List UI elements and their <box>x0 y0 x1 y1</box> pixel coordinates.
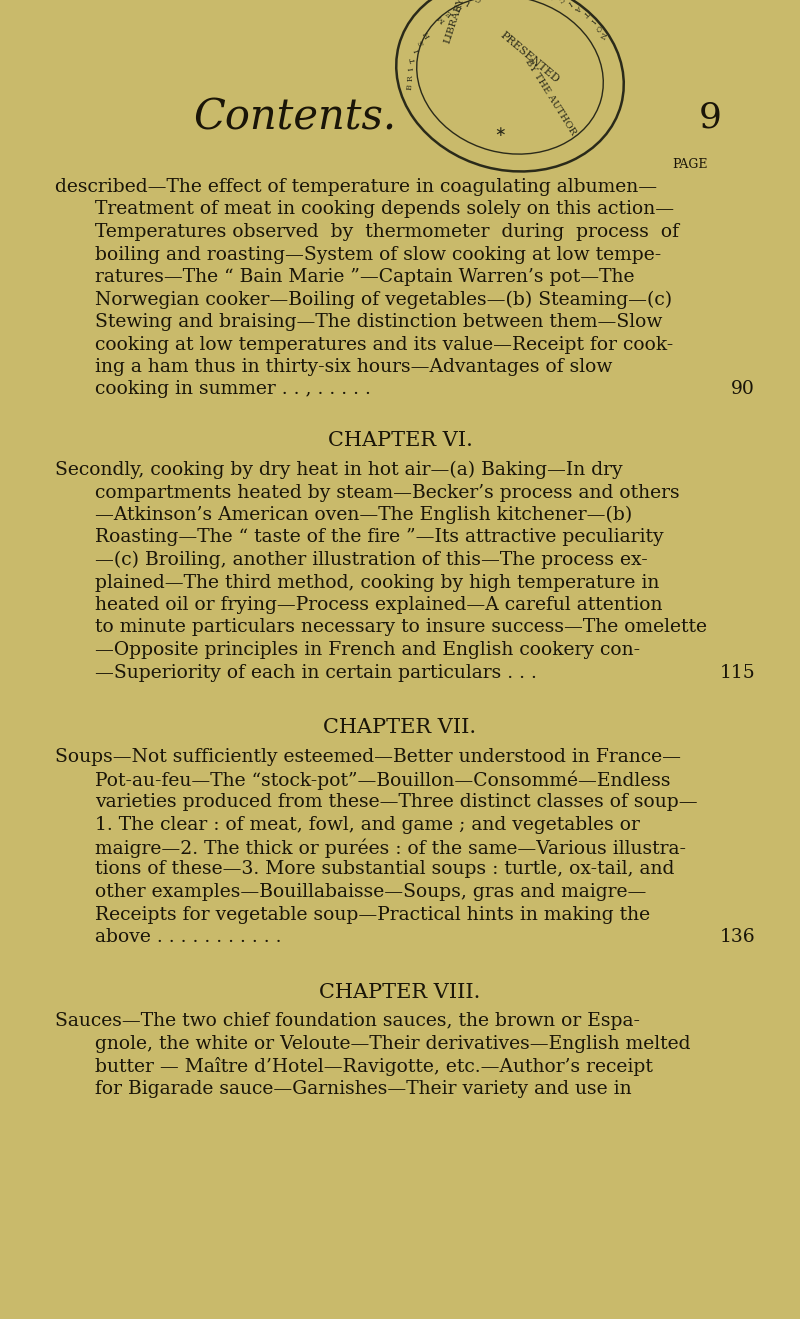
Text: —Atkinson’s American oven—The English kitchener—(b): —Atkinson’s American oven—The English ki… <box>95 506 632 524</box>
Text: O: O <box>593 22 603 32</box>
Text: compartments heated by steam—Becker’s process and others: compartments heated by steam—Becker’s pr… <box>95 484 680 501</box>
Text: butter — Maître d’Hotel—Ravigotte, etc.—Author’s receipt: butter — Maître d’Hotel—Ravigotte, etc.—… <box>95 1058 653 1076</box>
Text: gnole, the white or Veloute—Their derivatives—English melted: gnole, the white or Veloute—Their deriva… <box>95 1035 690 1053</box>
Text: C: C <box>474 0 482 3</box>
Text: T: T <box>410 57 418 63</box>
Text: R: R <box>406 75 414 80</box>
Text: A: A <box>574 3 583 12</box>
Text: LIBRARY: LIBRARY <box>443 0 466 45</box>
Text: 1. The clear : of meat, fowl, and game ; and vegetables or: 1. The clear : of meat, fowl, and game ;… <box>95 815 640 834</box>
Text: CHAPTER VIII.: CHAPTER VIII. <box>319 983 481 1001</box>
Text: ing a ham thus in thirty-six hours—Advantages of slow: ing a ham thus in thirty-six hours—Advan… <box>95 357 612 376</box>
Text: Treatment of meat in cooking depends solely on this action—: Treatment of meat in cooking depends sol… <box>95 200 674 219</box>
Text: I: I <box>588 17 596 24</box>
Text: described—The effect of temperature in coagulating albumen—: described—The effect of temperature in c… <box>55 178 657 197</box>
Text: H: H <box>422 29 433 38</box>
Text: boiling and roasting—System of slow cooking at low tempe-: boiling and roasting—System of slow cook… <box>95 245 662 264</box>
Text: ratures—The “ Bain Marie ”—Captain Warren’s pot—The: ratures—The “ Bain Marie ”—Captain Warre… <box>95 268 634 286</box>
Text: S: S <box>417 38 426 46</box>
Text: CHAPTER VI.: CHAPTER VI. <box>327 431 473 450</box>
Text: cooking at low temperatures and its value—Receipt for cook-: cooking at low temperatures and its valu… <box>95 335 674 353</box>
Text: C: C <box>557 0 566 3</box>
Text: Sauces—The two chief foundation sauces, the brown or Espa-: Sauces—The two chief foundation sauces, … <box>55 1013 640 1030</box>
Text: CHAPTER VII.: CHAPTER VII. <box>323 718 477 737</box>
Text: heated oil or frying—Process explained—A careful attention: heated oil or frying—Process explained—A… <box>95 596 662 615</box>
Text: 9: 9 <box>698 102 722 135</box>
Text: Temperatures observed  by  thermometer  during  process  of: Temperatures observed by thermometer dur… <box>95 223 679 241</box>
Text: 90: 90 <box>731 380 755 398</box>
Text: N: N <box>598 30 607 40</box>
Text: 136: 136 <box>719 929 755 946</box>
Text: —(c) Broiling, another illustration of this—The process ex-: —(c) Broiling, another illustration of t… <box>95 551 648 570</box>
Text: B: B <box>406 83 414 90</box>
Text: I: I <box>465 0 471 5</box>
Text: T: T <box>581 9 590 18</box>
Text: Roasting—The “ taste of the fire ”—Its attractive peculiarity: Roasting—The “ taste of the fire ”—Its a… <box>95 529 664 546</box>
Text: above . . . . . . . . . . .: above . . . . . . . . . . . <box>95 929 282 946</box>
Text: plained—The third method, cooking by high temperature in: plained—The third method, cooking by hig… <box>95 574 659 591</box>
Text: tions of these—3. More substantial soups : turtle, ox-tail, and: tions of these—3. More substantial soups… <box>95 860 674 878</box>
Text: PRESENTED: PRESENTED <box>498 29 562 84</box>
Text: maigre—2. The thick or purées : of the same—Various illustra-: maigre—2. The thick or purées : of the s… <box>95 838 686 857</box>
Text: ∗: ∗ <box>494 125 506 138</box>
Text: Soups—Not sufficiently esteemed—Better understood in France—: Soups—Not sufficiently esteemed—Better u… <box>55 748 681 766</box>
Text: to minute particulars necessary to insure success—The omelette: to minute particulars necessary to insur… <box>95 619 707 637</box>
Text: —Superiority of each in certain particulars . . .: —Superiority of each in certain particul… <box>95 663 537 682</box>
Text: —Opposite principles in French and English cookery con-: —Opposite principles in French and Engli… <box>95 641 640 660</box>
Text: Receipts for vegetable soup—Practical hints in making the: Receipts for vegetable soup—Practical hi… <box>95 906 650 923</box>
Text: Contents.: Contents. <box>194 98 397 138</box>
Text: varieties produced from these—Three distinct classes of soup—: varieties produced from these—Three dist… <box>95 793 698 811</box>
Text: Pot-au-feu—The “stock-pot”—Bouillon—Consommé—Endless: Pot-au-feu—The “stock-pot”—Bouillon—Cons… <box>95 770 670 790</box>
Text: I: I <box>413 47 422 54</box>
Text: PAGE: PAGE <box>672 158 708 171</box>
Text: BY THE AUTHOR: BY THE AUTHOR <box>523 57 577 137</box>
Text: for Bigarade sauce—Garnishes—Their variety and use in: for Bigarade sauce—Garnishes—Their varie… <box>95 1080 632 1097</box>
Text: other examples—Bouillabaisse—Soups, gras and maigre—: other examples—Bouillabaisse—Soups, gras… <box>95 882 646 901</box>
Text: Secondly, cooking by dry heat in hot air—(a) Baking—In dry: Secondly, cooking by dry heat in hot air… <box>55 462 622 479</box>
Text: D: D <box>454 1 463 12</box>
Text: I: I <box>407 66 415 71</box>
Text: cooking in summer . . , . . . . .: cooking in summer . . , . . . . . <box>95 380 371 398</box>
Text: 115: 115 <box>719 663 755 682</box>
Text: Norwegian cooker—Boiling of vegetables—(b) Steaming—(c): Norwegian cooker—Boiling of vegetables—(… <box>95 290 672 309</box>
Text: M: M <box>436 13 447 25</box>
Text: Stewing and braising—The distinction between them—Slow: Stewing and braising—The distinction bet… <box>95 313 662 331</box>
Text: I: I <box>566 0 574 7</box>
Text: E: E <box>445 8 454 17</box>
